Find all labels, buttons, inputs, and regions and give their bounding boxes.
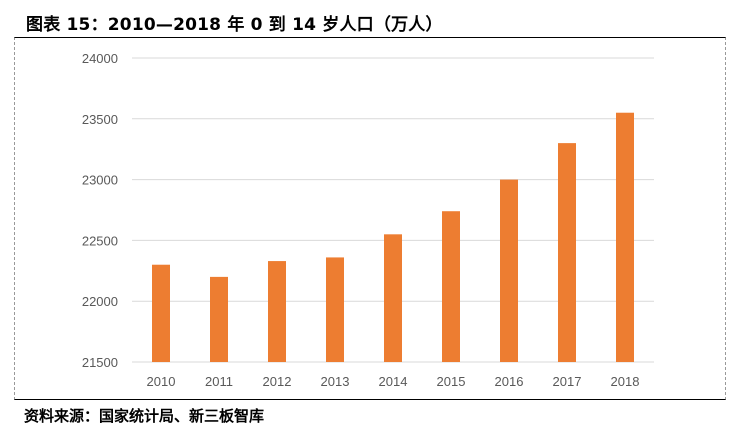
x-tick-label: 2018 <box>611 374 640 389</box>
x-tick-label: 2017 <box>553 374 582 389</box>
y-tick-label: 21500 <box>82 355 118 370</box>
y-tick-label: 22500 <box>82 233 118 248</box>
chart-frame <box>14 37 726 400</box>
chart-title: 图表 15：2010—2018 年 0 到 14 岁人口（万人） <box>26 15 443 35</box>
bar-2011 <box>210 276 228 362</box>
bar-2010 <box>152 264 170 362</box>
x-tick-label: 2010 <box>147 374 176 389</box>
y-tick-label: 22000 <box>82 294 118 309</box>
x-tick-label: 2015 <box>437 374 466 389</box>
x-tick-label: 2013 <box>321 374 350 389</box>
y-tick-label: 24000 <box>82 51 118 66</box>
bar-2015 <box>442 211 460 362</box>
x-tick-label: 2011 <box>205 374 233 389</box>
x-tick-label: 2014 <box>379 374 408 389</box>
bar-2018 <box>616 112 634 362</box>
y-tick-label: 23500 <box>82 112 118 127</box>
x-tick-label: 2016 <box>495 374 524 389</box>
bar-2013 <box>326 257 344 362</box>
y-tick-label: 23000 <box>82 173 118 188</box>
bar-2012 <box>268 261 286 362</box>
source-note: 资料来源：国家统计局、新三板智库 <box>24 407 265 425</box>
bar-2016 <box>500 179 518 362</box>
bar-2017 <box>558 143 576 362</box>
x-tick-label: 2012 <box>263 374 292 389</box>
bar-2014 <box>384 234 402 362</box>
